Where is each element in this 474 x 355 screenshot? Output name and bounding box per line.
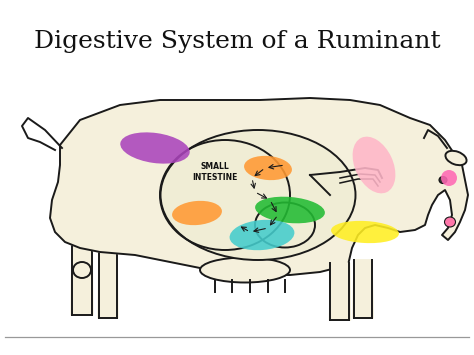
Ellipse shape [200,257,290,283]
Polygon shape [71,245,93,315]
Ellipse shape [255,197,325,223]
Ellipse shape [446,151,466,165]
Ellipse shape [445,217,456,227]
Polygon shape [50,98,468,275]
Ellipse shape [73,262,91,278]
Ellipse shape [229,220,294,250]
Ellipse shape [172,201,222,225]
Polygon shape [98,248,118,318]
Polygon shape [329,263,350,320]
Ellipse shape [441,170,457,186]
Text: Digestive System of a Ruminant: Digestive System of a Ruminant [34,30,440,53]
Polygon shape [329,263,350,320]
Ellipse shape [331,221,399,243]
Ellipse shape [244,156,292,180]
Ellipse shape [120,132,190,164]
Polygon shape [353,260,373,318]
Ellipse shape [439,176,447,184]
Ellipse shape [353,137,395,193]
Polygon shape [353,260,373,318]
Ellipse shape [161,130,356,260]
Text: SMALL
INTESTINE: SMALL INTESTINE [192,162,237,182]
